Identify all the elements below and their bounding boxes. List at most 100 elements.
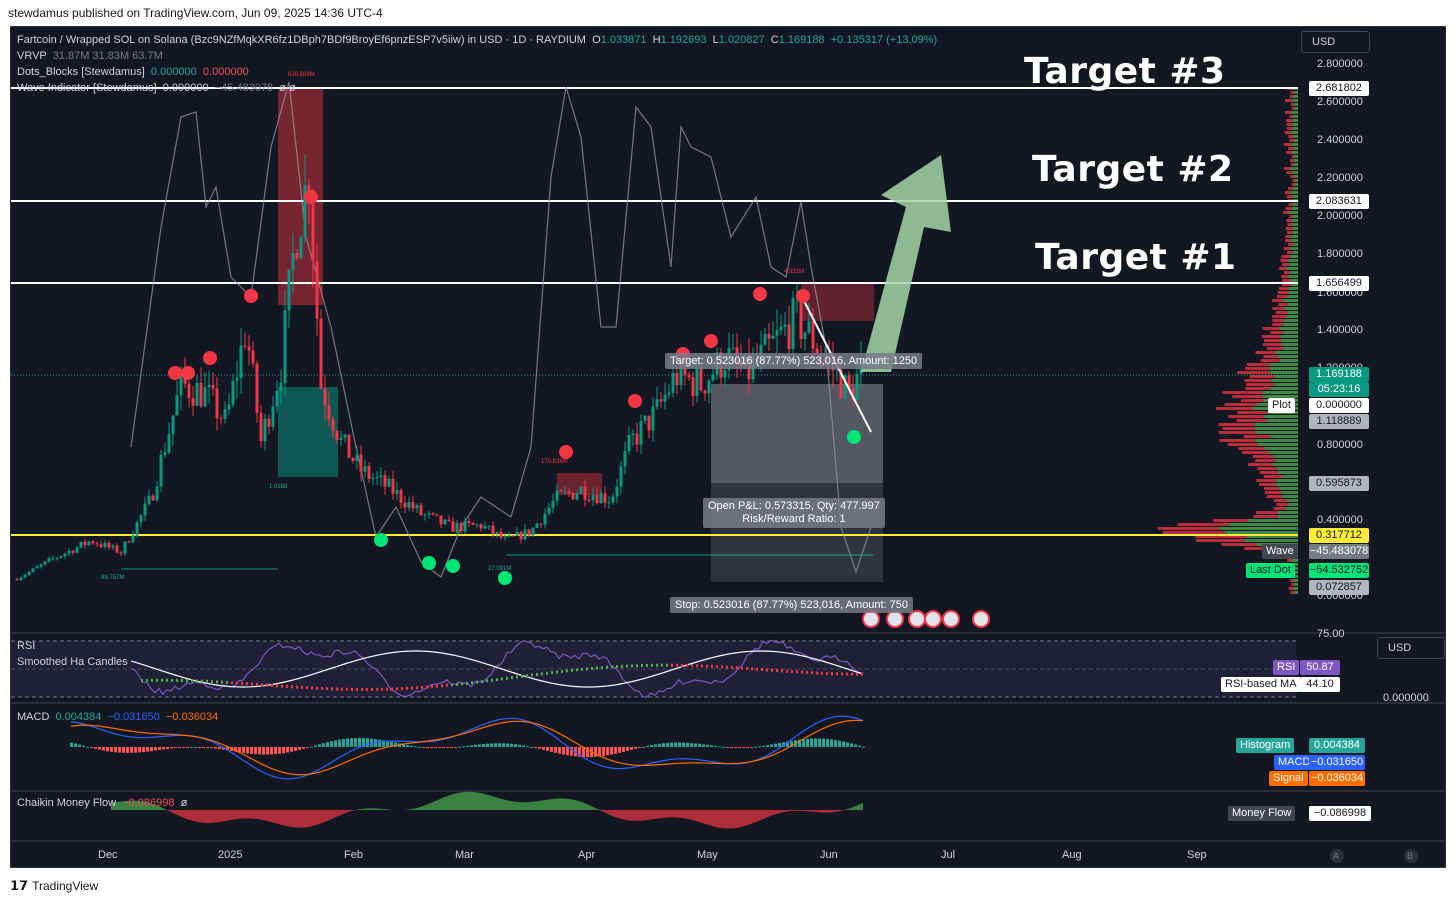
- vrvp-bar-up: [1293, 159, 1298, 162]
- macd-bar: [506, 743, 509, 747]
- candle-body: [327, 405, 331, 420]
- candle-body: [459, 523, 463, 532]
- macd-bar: [238, 747, 241, 753]
- macd-bar: [86, 746, 89, 748]
- macd-bar: [534, 747, 537, 748]
- macd-bar: [258, 747, 261, 755]
- vrvp-bar-up: [1288, 263, 1298, 266]
- vrvp-bar-up: [1291, 207, 1298, 210]
- macd-bar: [454, 747, 457, 748]
- macd-bar: [698, 743, 701, 747]
- macd-bar: [322, 743, 325, 747]
- vrvp-bar-up: [1286, 499, 1298, 502]
- vrvp-bar-up: [1293, 135, 1298, 138]
- dots-legend[interactable]: Dots_Blocks [Stewdamus] 0.000000 0.00000…: [17, 66, 249, 78]
- vrvp-bar-up: [1270, 371, 1298, 374]
- sell-dot: [628, 394, 642, 408]
- macd-bar: [518, 744, 521, 747]
- macd-legend-macd: −0.031650: [107, 711, 160, 723]
- candle-body: [35, 566, 39, 569]
- vrvp-bar-down: [1282, 279, 1291, 282]
- macd-bar: [78, 744, 81, 747]
- vrvp-bar-up: [1274, 375, 1298, 378]
- sell-dot: [181, 366, 195, 380]
- vrvp-bar-down: [1286, 251, 1293, 254]
- macd-bar: [150, 747, 153, 752]
- candle-body: [855, 374, 859, 400]
- flag-icon[interactable]: [908, 610, 926, 628]
- candle-body: [527, 529, 531, 536]
- vrvp-legend[interactable]: VRVP 31.87M 31.83M 63.7M: [17, 50, 163, 62]
- target-2-price-tag[interactable]: 2.083631: [1309, 194, 1369, 209]
- currency-button[interactable]: USD: [1301, 31, 1370, 53]
- b-button-label[interactable]: B: [1407, 851, 1414, 861]
- rsi-ma-line: [130, 650, 864, 688]
- target-arrow[interactable]: [861, 155, 951, 372]
- candle-body: [235, 377, 239, 382]
- macd-bar: [566, 747, 569, 756]
- macd-bar: [830, 739, 833, 747]
- vrvp-bar-up: [1291, 151, 1298, 154]
- macd-bar: [402, 744, 405, 747]
- position-target-label[interactable]: Target: 0.523016 (87.77%) 523,016, Amoun…: [665, 353, 923, 369]
- candle-body: [103, 542, 107, 547]
- target-1-label[interactable]: Target #1: [1035, 237, 1237, 278]
- event-flags[interactable]: [862, 610, 990, 628]
- macd-bar: [166, 747, 169, 749]
- close-label: C: [770, 34, 779, 46]
- annotation-a5: 27.091M: [488, 566, 512, 572]
- auto-scale-label[interactable]: A: [1333, 851, 1340, 861]
- candle-body: [583, 486, 587, 500]
- support-price-tag[interactable]: 0.317712: [1309, 528, 1369, 543]
- macd-bar: [662, 743, 665, 747]
- chart-frame[interactable]: Fartcoin / Wrapped SOL on Solana (Bzc9NZ…: [10, 26, 1446, 868]
- target-3-price-tag[interactable]: 2.681802: [1309, 81, 1369, 96]
- macd-bar: [210, 747, 213, 749]
- ha-candle: [566, 669, 568, 673]
- vrvp-bar-up: [1270, 387, 1298, 390]
- candle-body: [467, 520, 471, 523]
- target-1-price-tag[interactable]: 1.656499: [1309, 276, 1369, 291]
- macd-bar: [366, 738, 369, 747]
- flag-icon[interactable]: [972, 610, 990, 628]
- wave-legend[interactable]: Wave Indicator [Stewdamus] 0.000000 −45.…: [17, 82, 296, 94]
- macd-bar: [298, 747, 301, 750]
- rsi-label[interactable]: RSI: [17, 640, 36, 652]
- price-tick: 2.400000: [1317, 134, 1363, 146]
- auto-scale-button[interactable]: [1330, 849, 1344, 863]
- candle-body: [15, 578, 19, 581]
- candle-body: [371, 477, 375, 479]
- macd-bar: [726, 747, 729, 748]
- last-price-tag[interactable]: 1.169188: [1309, 367, 1369, 382]
- symbol-legend[interactable]: Fartcoin / Wrapped SOL on Solana (Bzc9NZ…: [17, 34, 937, 46]
- macd-bar: [814, 738, 817, 747]
- flag-icon[interactable]: [942, 610, 960, 628]
- candle-body: [343, 434, 347, 438]
- footer-brand[interactable]: 𝟭𝟳 TradingView: [10, 878, 98, 894]
- ha-candle: [611, 665, 613, 669]
- candle-body: [179, 369, 183, 396]
- target-3-label[interactable]: Target #3: [1024, 51, 1226, 92]
- ha-candles-label[interactable]: Smoothed Ha Candles: [17, 656, 128, 668]
- flag-icon[interactable]: [924, 610, 942, 628]
- candle-body: [31, 568, 35, 572]
- flag-icon[interactable]: [886, 610, 904, 628]
- macd-bar: [490, 743, 493, 747]
- vrvp-bar-down: [1246, 363, 1270, 366]
- flag-icon[interactable]: [862, 610, 880, 628]
- ha-candle: [271, 683, 273, 687]
- position-stop-label[interactable]: Stop: 0.523016 (87.77%) 523,016, Amount:…: [670, 597, 914, 613]
- rsi-currency-button[interactable]: USD: [1377, 637, 1445, 659]
- macd-legend[interactable]: MACD 0.004384 −0.031650 −0.036034: [17, 711, 218, 723]
- vrvp-bar-up: [1294, 175, 1298, 178]
- macd-bar: [746, 747, 749, 748]
- cmf-legend[interactable]: Chaikin Money Flow −0.086998 ø: [17, 797, 187, 809]
- target-2-label[interactable]: Target #2: [1032, 149, 1234, 190]
- vrvp-bar-up: [1269, 363, 1298, 366]
- vrvp-bar-down: [1177, 523, 1230, 526]
- b-button[interactable]: [1404, 849, 1418, 863]
- position-pnl-label[interactable]: Open P&L: 0.573315, Qty: 477.997 Risk/Re…: [703, 498, 885, 528]
- candle-body: [351, 457, 355, 461]
- macd-bar: [202, 747, 205, 748]
- candle-body: [815, 348, 819, 354]
